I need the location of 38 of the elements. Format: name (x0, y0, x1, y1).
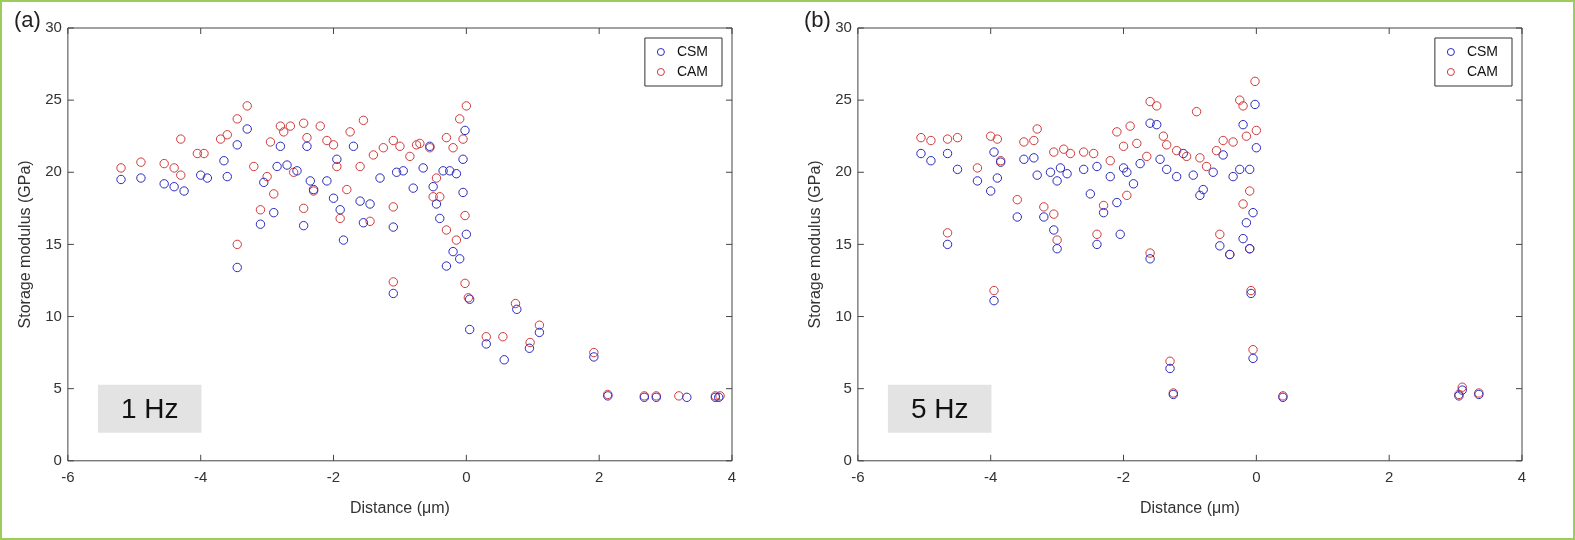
x-tick-label: -4 (984, 467, 998, 485)
x-axis-title: Distance (μm) (349, 498, 450, 516)
x-tick-label: 2 (595, 467, 604, 485)
y-axis-title: Storage modulus (GPa) (806, 160, 824, 329)
y-tick-label: 30 (45, 18, 62, 36)
x-tick-label: -4 (194, 467, 208, 485)
x-tick-label: 2 (1385, 467, 1394, 485)
x-tick-label: 0 (1252, 467, 1261, 485)
x-tick-label: 0 (462, 467, 471, 485)
x-tick-label: -6 (61, 467, 75, 485)
y-tick-label: 10 (835, 306, 852, 324)
x-tick-label: 4 (1517, 467, 1527, 485)
y-tick-label: 25 (45, 90, 62, 108)
y-axis-title: Storage modulus (GPa) (16, 160, 34, 329)
y-tick-label: 30 (835, 18, 852, 36)
legend-label: CSM (1466, 42, 1499, 59)
legend-label: CAM (676, 62, 709, 79)
y-tick-label: 20 (45, 162, 62, 180)
y-tick-label: 25 (835, 90, 852, 108)
x-axis-title: Distance (μm) (1139, 498, 1240, 516)
y-tick-label: 15 (835, 234, 852, 252)
annotation: 5 Hz (910, 392, 969, 424)
legend-label: CSM (676, 42, 709, 59)
y-tick-label: 15 (45, 234, 62, 252)
legend-label: CAM (1466, 62, 1499, 79)
annotation: 1 Hz (120, 392, 179, 424)
x-tick-label: -2 (1116, 467, 1131, 485)
x-tick-label: -2 (326, 467, 341, 485)
y-tick-label: 5 (843, 378, 852, 396)
y-tick-label: 0 (53, 450, 62, 468)
y-tick-label: 10 (45, 306, 62, 324)
x-tick-label: 4 (727, 467, 737, 485)
y-tick-label: 20 (835, 162, 852, 180)
x-tick-label: -6 (851, 467, 865, 485)
y-tick-label: 5 (53, 378, 62, 396)
y-tick-label: 0 (843, 450, 852, 468)
chart-title: (b) (804, 7, 831, 33)
chart-title: (a) (14, 7, 41, 33)
